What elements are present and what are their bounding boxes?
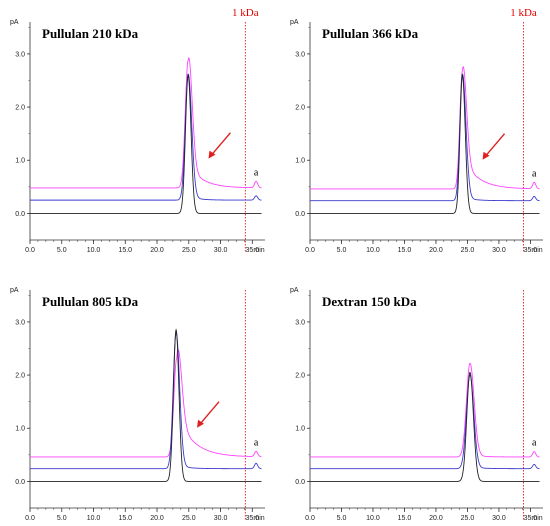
x-tick-label: 35.0 <box>524 515 538 522</box>
x-tick-label: 30.0 <box>492 247 506 254</box>
y-tick-label: 2.0 <box>295 105 305 112</box>
y-tick-label: 0.0 <box>295 211 305 218</box>
y-tick-label: 2.0 <box>15 373 25 380</box>
y-tick-label: 0.0 <box>15 479 25 486</box>
x-tick-label: 15.0 <box>118 247 132 254</box>
arrow-shaft <box>198 401 220 426</box>
y-unit-label: pA <box>290 19 299 26</box>
y-tick-label: 3.0 <box>295 51 305 58</box>
x-tick-label: 25.0 <box>461 247 475 254</box>
x-tick-label: 25.0 <box>182 247 196 254</box>
peak-annotation: a <box>254 168 259 179</box>
arrow-head <box>482 151 490 160</box>
series-line-black <box>30 328 262 482</box>
y-tick-label: 0.0 <box>295 479 305 486</box>
x-tick-label: 35.0 <box>245 247 259 254</box>
x-tick-label: 5.0 <box>337 515 347 522</box>
y-tick-label: 3.0 <box>15 51 25 58</box>
y-unit-label: pA <box>10 287 19 294</box>
chart-panel-3: 0.0 1.0 2.0 3.0 pA 0.0 5.0 10.0 15.0 20.0 25.0 30.0… <box>10 287 265 522</box>
y-tick-label: 1.0 <box>15 158 25 165</box>
x-tick-label: 25.0 <box>461 515 475 522</box>
series-line-black <box>310 73 540 214</box>
x-unit-label: min <box>531 247 542 254</box>
series-line-magenta <box>30 348 262 458</box>
chart-title: Pullulan 366 kDa <box>322 26 419 41</box>
x-unit-label: min <box>253 247 264 254</box>
series-line-blue <box>310 374 540 470</box>
peak-annotation: a <box>254 438 259 449</box>
y-tick-label: 1.0 <box>295 426 305 433</box>
x-tick-label: 0.0 <box>25 515 35 522</box>
series-line-black <box>310 371 540 482</box>
peak-annotation: a <box>532 169 537 180</box>
series-line-blue <box>310 73 540 202</box>
y-tick-label: 0.0 <box>15 211 25 218</box>
x-tick-label: 30.0 <box>214 515 228 522</box>
x-tick-label: 0.0 <box>305 515 315 522</box>
series-line-magenta <box>310 66 540 190</box>
chart-panel-2: 0.0 1.0 2.0 3.0 pA 0.0 5.0 10.0 15.0 20.0 25.0 30.0… <box>290 7 543 254</box>
y-tick-label: 1.0 <box>15 426 25 433</box>
x-tick-label: 10.0 <box>366 515 380 522</box>
x-tick-label: 10.0 <box>87 247 101 254</box>
series-line-blue <box>30 332 262 470</box>
x-tick-label: 20.0 <box>429 515 443 522</box>
arrow-shaft <box>209 132 232 157</box>
x-tick-label: 30.0 <box>214 247 228 254</box>
x-tick-label: 5.0 <box>337 247 347 254</box>
series-line-magenta <box>310 362 540 458</box>
y-tick-label: 3.0 <box>295 319 305 326</box>
x-tick-label: 0.0 <box>25 247 35 254</box>
series-line-black <box>30 73 262 214</box>
chart-title: Pullulan 805 kDa <box>42 294 139 309</box>
peak-annotation: a <box>532 438 537 449</box>
chart-title: Pullulan 210 kDa <box>42 26 139 41</box>
x-tick-label: 5.0 <box>57 247 67 254</box>
arrow-head <box>197 419 205 428</box>
chart-panel-4: 0.0 1.0 2.0 3.0 pA 0.0 5.0 10.0 15.0 20.0 25.0 30.0… <box>290 287 543 522</box>
x-tick-label: 30.0 <box>492 515 506 522</box>
y-unit-label: pA <box>10 19 19 26</box>
x-tick-label: 20.0 <box>150 515 164 522</box>
series-line-blue <box>30 73 262 201</box>
chart-panel-1: 0.0 1.0 2.0 3.0 pA 0.0 5.0 10.0 15.0 20.0 25.0 30.0… <box>10 7 265 254</box>
x-tick-label: 0.0 <box>305 247 315 254</box>
x-tick-label: 10.0 <box>366 247 380 254</box>
x-tick-label: 5.0 <box>57 515 67 522</box>
x-tick-label: 15.0 <box>398 515 412 522</box>
arrow-head <box>208 150 216 159</box>
x-tick-label: 10.0 <box>87 515 101 522</box>
x-tick-label: 20.0 <box>150 247 164 254</box>
cutoff-label: 1 kDa <box>510 7 537 19</box>
arrow-shaft <box>484 133 506 158</box>
y-unit-label: pA <box>290 287 299 294</box>
x-unit-label: min <box>253 515 264 522</box>
x-tick-label: 35.0 <box>524 247 538 254</box>
x-tick-label: 15.0 <box>398 247 412 254</box>
y-tick-label: 1.0 <box>295 158 305 165</box>
cutoff-label: 1 kDa <box>232 7 259 19</box>
x-tick-label: 35.0 <box>245 515 259 522</box>
x-tick-label: 20.0 <box>429 247 443 254</box>
chart-title: Dextran 150 kDa <box>322 294 417 309</box>
y-tick-label: 2.0 <box>295 373 305 380</box>
x-unit-label: min <box>531 515 542 522</box>
x-tick-label: 15.0 <box>118 515 132 522</box>
y-tick-label: 3.0 <box>15 319 25 326</box>
y-tick-label: 2.0 <box>15 105 25 112</box>
series-line-magenta <box>30 56 262 189</box>
x-tick-label: 25.0 <box>182 515 196 522</box>
